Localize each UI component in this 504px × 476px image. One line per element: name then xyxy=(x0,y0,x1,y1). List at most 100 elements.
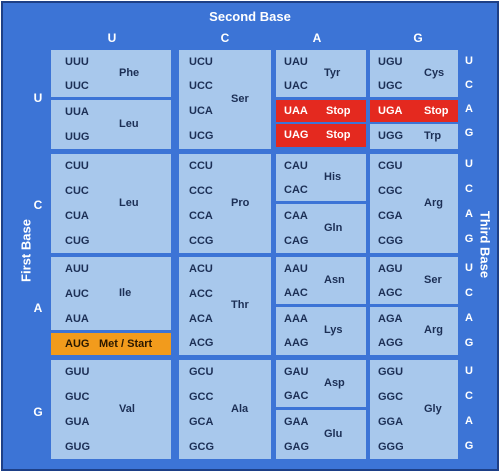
codon-gcu: GCU xyxy=(189,366,214,378)
aa-gly: Gly xyxy=(424,403,442,415)
codon-cau: CAU xyxy=(284,160,308,172)
codon-aua: AUA xyxy=(65,313,89,325)
block-gly: GGU GGC GGA GGG Gly xyxy=(370,360,458,459)
aa-stop-uag: Stop xyxy=(326,129,351,141)
third-base-u-r3: U xyxy=(465,365,473,377)
third-base-g-r2: G xyxy=(464,337,474,349)
third-base-a-r2: A xyxy=(465,312,473,324)
codon-aac: AAC xyxy=(284,287,308,299)
codon-agu: AGU xyxy=(378,263,403,275)
codon-uaa: UAA xyxy=(284,105,308,117)
codon-cgg: CGG xyxy=(378,235,404,247)
codon-ggg: GGG xyxy=(378,441,404,453)
block-ala: GCU GCC GCA GCG Ala xyxy=(179,360,271,459)
codon-ggc: GGC xyxy=(378,391,404,403)
codon-cac: CAC xyxy=(284,184,308,196)
block-stop-uga: UGA Stop xyxy=(370,100,458,122)
codon-cuc: CUC xyxy=(65,185,89,197)
first-base-a: A xyxy=(33,301,43,315)
aa-leu-c: Leu xyxy=(119,197,139,209)
block-leu-u: UUA UUG Leu xyxy=(51,100,171,149)
block-cys: UGU UGC Cys xyxy=(370,50,458,97)
codon-aga: AGA xyxy=(378,313,403,325)
codon-aau: AAU xyxy=(284,263,308,275)
codon-gag: GAG xyxy=(284,441,310,453)
codon-gac: GAC xyxy=(284,390,309,402)
codon-uau: UAU xyxy=(284,56,308,68)
codon-ucg: UCG xyxy=(189,130,214,142)
aa-ser: Ser xyxy=(231,93,249,105)
codon-gug: GUG xyxy=(65,441,91,453)
aa-stop-uaa: Stop xyxy=(326,105,351,117)
block-ser-uc: UCU UCC UCA UCG Ser xyxy=(179,50,271,149)
codon-ucu: UCU xyxy=(189,56,213,68)
aa-gln: Gln xyxy=(324,222,343,234)
block-his: CAU CAC His xyxy=(276,154,366,201)
codon-auu: AUU xyxy=(65,263,89,275)
codon-gaa: GAA xyxy=(284,416,309,428)
codon-guu: GUU xyxy=(65,366,90,378)
codon-ugg: UGG xyxy=(378,130,404,142)
third-base-u-r0: U xyxy=(465,55,473,67)
block-stop-ua: UAA Stop UAG Stop xyxy=(276,100,366,149)
third-base-a-r1: A xyxy=(465,208,473,220)
codon-ucc: UCC xyxy=(189,80,213,92)
block-ile: AUU AUC AUA Ile xyxy=(51,257,171,330)
codon-caa: CAA xyxy=(284,210,308,222)
aa-his: His xyxy=(324,171,342,183)
third-base-c-r2: C xyxy=(465,287,473,299)
block-pro: CCU CCC CCA CCG Pro xyxy=(179,154,271,253)
third-base-title: Third Base xyxy=(477,210,493,279)
codon-gua: GUA xyxy=(65,416,90,428)
third-base-g-r3: G xyxy=(464,440,474,452)
codon-cuu: CUU xyxy=(65,160,89,172)
codon-acu: ACU xyxy=(189,263,213,275)
aa-trp: Trp xyxy=(424,130,442,142)
aa-arg: Arg xyxy=(424,197,443,209)
codon-uac: UAC xyxy=(284,80,308,92)
codon-ccc: CCC xyxy=(189,185,213,197)
codon-uag: UAG xyxy=(284,129,309,141)
third-base-a-r3: A xyxy=(465,415,473,427)
third-base-u-r2: U xyxy=(465,262,473,274)
codon-cca: CCA xyxy=(189,210,213,222)
codon-gcc: GCC xyxy=(189,391,214,403)
codon-uua: UUA xyxy=(65,106,89,118)
first-base-u: U xyxy=(33,91,43,105)
aa-ser-ag: Ser xyxy=(424,274,442,286)
codon-ccg: CCG xyxy=(189,235,214,247)
aa-arg-ag: Arg xyxy=(424,324,443,336)
codon-ccu: CCU xyxy=(189,160,213,172)
codon-ggu: GGU xyxy=(378,366,404,378)
block-arg-ag: AGA AGG Arg xyxy=(370,307,458,355)
third-base-g-r1: G xyxy=(464,233,474,245)
block-phe: UUU UUC Phe xyxy=(51,50,171,97)
codon-cgc: CGC xyxy=(378,185,403,197)
block-tyr: UAU UAC Tyr xyxy=(276,50,366,97)
second-base-title: Second Base xyxy=(209,9,291,24)
codon-cua: CUA xyxy=(65,210,89,222)
aa-thr: Thr xyxy=(231,299,249,311)
second-base-g: G xyxy=(413,31,423,45)
codon-auc: AUC xyxy=(65,288,89,300)
codon-cag: CAG xyxy=(284,235,309,247)
codon-cug: CUG xyxy=(65,235,90,247)
third-base-g-r0: G xyxy=(464,127,474,139)
codon-uca: UCA xyxy=(189,105,213,117)
codon-gga: GGA xyxy=(378,416,404,428)
first-base-title: First Base xyxy=(18,219,34,282)
second-base-a: A xyxy=(312,31,322,45)
codon-acg: ACG xyxy=(189,337,214,349)
codon-uga: UGA xyxy=(378,105,403,117)
aa-pro: Pro xyxy=(231,197,250,209)
block-trp: UGG Trp xyxy=(370,124,458,149)
block-leu-c: CUU CUC CUA CUG Leu xyxy=(51,154,171,253)
codon-gcg: GCG xyxy=(189,441,215,453)
block-ser-ag: AGU AGC Ser xyxy=(370,257,458,304)
codon-cga: CGA xyxy=(378,210,403,222)
third-base-c-r1: C xyxy=(465,183,473,195)
codon-cgu: CGU xyxy=(378,160,403,172)
aa-glu: Glu xyxy=(324,428,343,440)
block-gln: CAA CAG Gln xyxy=(276,204,366,253)
codon-acc: ACC xyxy=(189,288,213,300)
